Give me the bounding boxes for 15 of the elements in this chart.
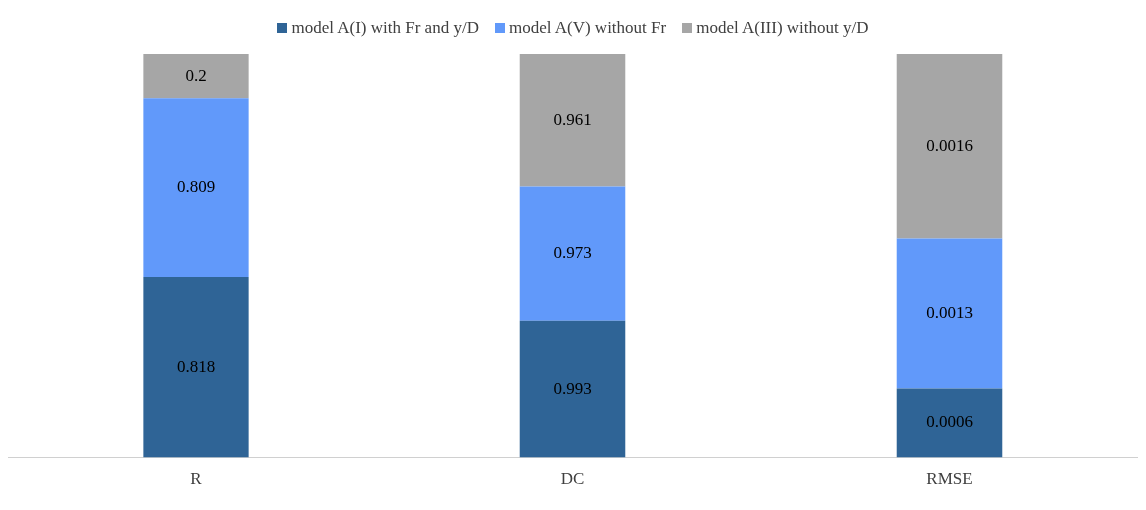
data-label: 0.0013 <box>926 302 973 322</box>
legend-label: model A(I) with Fr and y/D <box>291 18 479 38</box>
data-label: 0.2 <box>185 65 207 85</box>
x-tick-label: DC <box>560 469 585 489</box>
data-label: 0.0006 <box>926 412 973 432</box>
legend-label: model A(V) without Fr <box>508 18 667 38</box>
data-label: 0.993 <box>553 378 592 398</box>
legend-label: model A(III) without y/D <box>696 18 869 38</box>
data-label: 0.0016 <box>926 135 973 155</box>
data-label: 0.973 <box>553 243 592 263</box>
data-label: 0.809 <box>176 177 216 197</box>
x-tick-label: RMSE <box>926 469 973 489</box>
data-label: 0.961 <box>553 109 592 129</box>
data-label: 0.818 <box>176 356 216 376</box>
x-tick-label: R <box>190 469 203 489</box>
